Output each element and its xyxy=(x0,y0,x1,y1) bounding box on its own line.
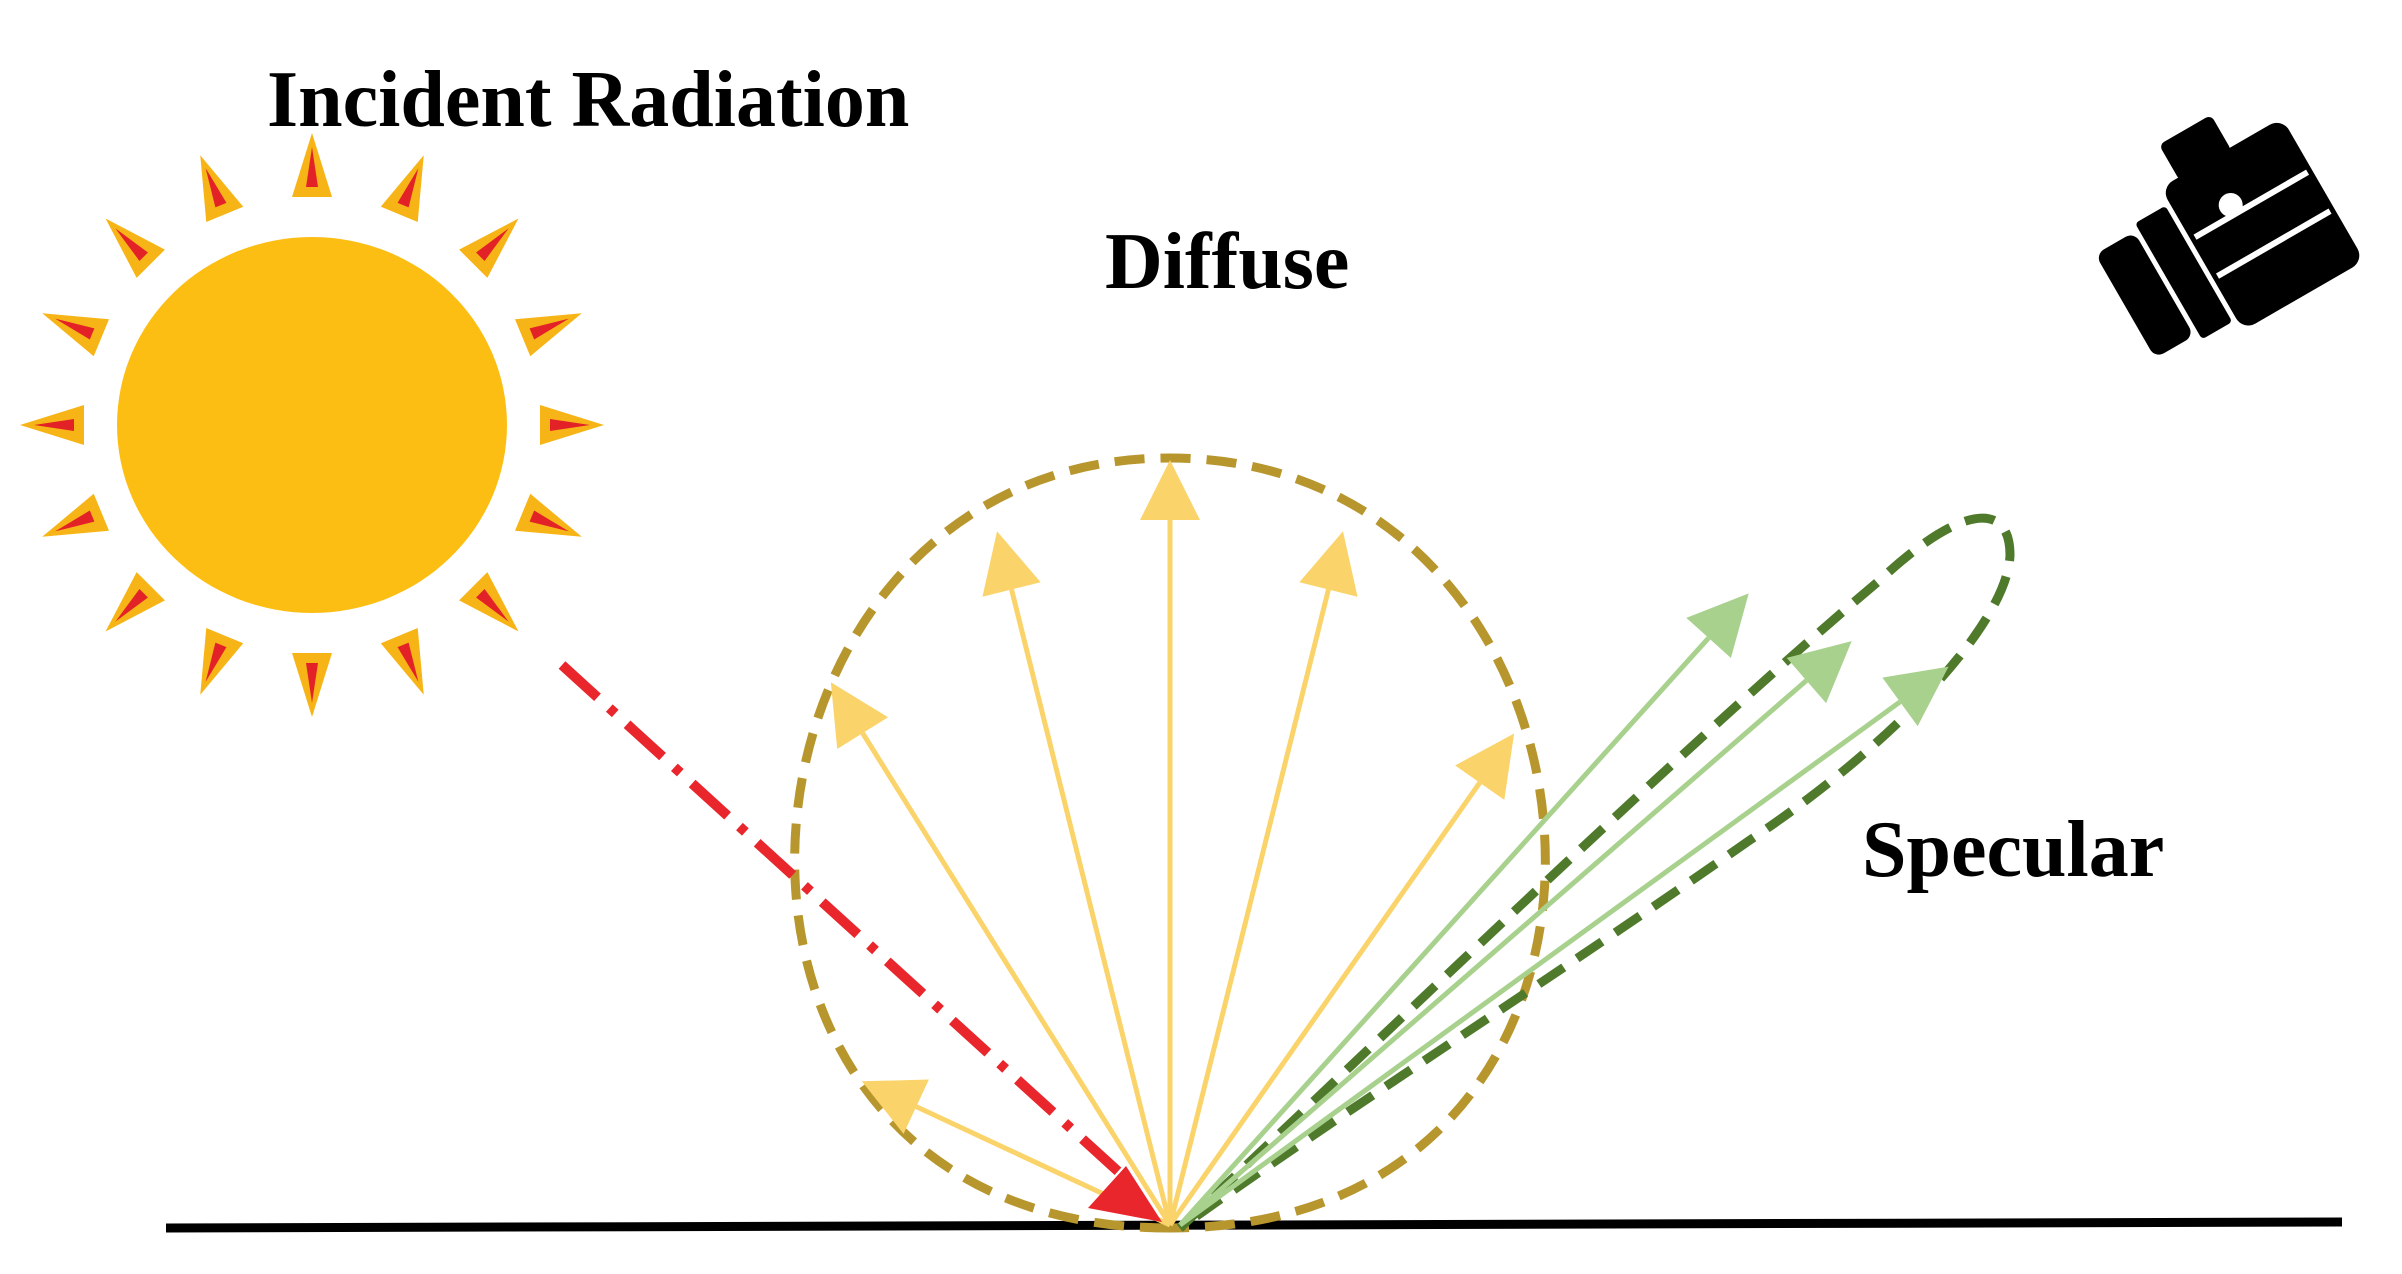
sun-ray-core xyxy=(476,228,509,261)
specular-arrow-head xyxy=(1786,641,1852,704)
specular-arrow-shaft xyxy=(1178,636,1711,1227)
diffuse-arrow-shaft xyxy=(1009,588,1173,1226)
sun-ray-core xyxy=(205,642,227,682)
sun-ray xyxy=(42,313,110,357)
sun-ray xyxy=(200,155,244,223)
specular-label: Specular xyxy=(1862,806,2165,894)
diffuse-arrow-shaft xyxy=(1167,588,1331,1226)
sun-ray xyxy=(380,155,424,223)
sun-ray-core xyxy=(397,168,419,208)
diffuse-arrow-head xyxy=(861,1079,929,1134)
sun-ray-core xyxy=(529,510,569,532)
sun-ray-core xyxy=(476,589,509,622)
specular-arrow-head xyxy=(1686,593,1749,658)
sun-ray-core xyxy=(306,147,318,187)
camera-icon xyxy=(2098,117,2360,355)
sun-ray-core xyxy=(34,419,74,431)
sun-icon xyxy=(20,133,604,717)
sun-ray-core xyxy=(550,419,590,431)
sun-ray-core xyxy=(397,642,419,682)
diffuse-arrow-head xyxy=(1299,531,1358,597)
camera-lens-front xyxy=(2098,235,2191,355)
sun-ray-core xyxy=(55,318,95,340)
sun-ray xyxy=(380,627,424,695)
sun-ray-core xyxy=(306,663,318,703)
diffuse-arrow-head xyxy=(1455,733,1515,800)
diffuse-arrows xyxy=(830,460,1515,1228)
sun-body xyxy=(117,237,507,613)
sun-ray xyxy=(42,493,110,537)
sun-ray xyxy=(200,627,244,695)
sun-ray xyxy=(514,313,582,357)
diffuse-arrow-head xyxy=(830,682,889,750)
incident-radiation-label: Incident Radiation xyxy=(267,56,910,144)
diffuse-arrow-head xyxy=(1140,460,1200,520)
specular-arrow-shaft xyxy=(1178,678,1809,1227)
diffuse-arrow-shaft xyxy=(1167,781,1482,1227)
diffuse-arrow-shaft xyxy=(860,731,1173,1227)
sun-ray-core xyxy=(55,510,95,532)
sun-ray-core xyxy=(529,318,569,340)
specular-arrow-shaft xyxy=(1178,699,1902,1228)
sun-ray xyxy=(514,493,582,537)
incident-arrowhead xyxy=(1088,1166,1162,1222)
diffuse-arrow-head xyxy=(982,531,1041,597)
sun-ray-core xyxy=(115,228,148,261)
specular-lobe-outline xyxy=(1176,513,2015,1232)
specular-arrow-head xyxy=(1882,666,1949,727)
specular-arrows xyxy=(1178,593,1949,1228)
incident-ray xyxy=(558,661,1126,1179)
diffuse-lobe-outline xyxy=(790,453,1550,1233)
camera-lens-ring xyxy=(2136,207,2231,338)
camera-grip-line xyxy=(2215,208,2332,279)
camera-strap-line xyxy=(2193,169,2310,240)
camera-viewfinder xyxy=(2161,117,2230,179)
sun-ray-core xyxy=(115,589,148,622)
diffuse-label: Diffuse xyxy=(1105,218,1350,306)
sun-rays xyxy=(20,133,604,717)
sun-ray-core xyxy=(205,168,227,208)
camera-body xyxy=(2165,122,2360,326)
